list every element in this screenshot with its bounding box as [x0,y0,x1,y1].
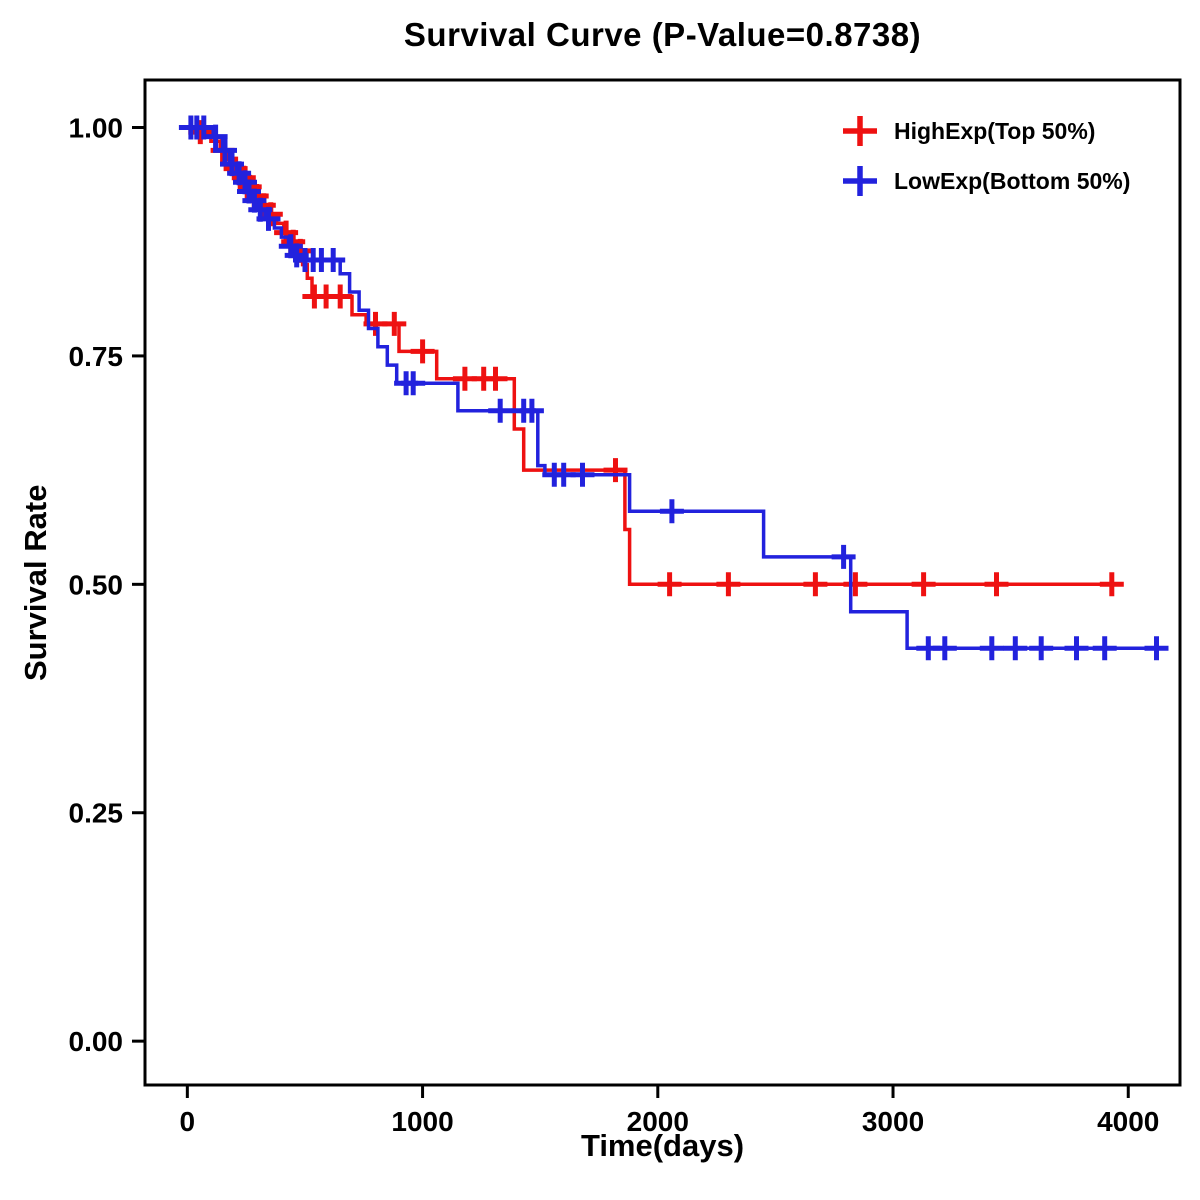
censor-mark-highexp [657,572,682,597]
censor-mark-lowexp [979,636,1004,661]
censor-mark-highexp [984,572,1009,597]
censor-mark-highexp [716,572,741,597]
censor-mark-highexp [843,572,868,597]
x-axis-label: Time(days) [580,1128,745,1163]
censor-mark-highexp [803,572,828,597]
censor-mark-lowexp [1144,636,1169,661]
censor-mark-lowexp [659,499,684,524]
legend-label-highexp: HighExp(Top 50%) [894,117,1096,144]
censor-mark-lowexp [831,544,856,569]
lowexp-cross-icon [843,166,877,196]
legend-label-lowexp: LowExp(Bottom 50%) [894,167,1131,194]
censor-mark-lowexp [1064,636,1089,661]
x-tick-label: 0 [180,1106,196,1137]
censor-mark-lowexp [932,636,957,661]
censor-mark-highexp [410,339,435,364]
x-tick-label: 1000 [391,1106,453,1137]
y-tick-label: 0.25 [69,798,124,829]
highexp-cross-icon [843,116,877,146]
censor-mark-highexp [328,284,353,309]
censor-mark-lowexp [488,398,513,423]
censor-mark-lowexp [519,398,544,423]
y-tick-label: 1.00 [69,113,124,144]
censor-mark-highexp [483,366,508,391]
censor-mark-highexp [603,458,628,483]
censor-mark-highexp [1099,572,1124,597]
censor-mark-lowexp [1003,636,1028,661]
censor-mark-lowexp [401,371,426,396]
censor-mark-lowexp [256,206,281,231]
censor-mark-lowexp [570,462,595,487]
chart-title: Survival Curve (P-Value=0.8738) [403,16,922,53]
x-tick-label: 3000 [862,1106,924,1137]
censor-mark-lowexp [321,248,346,272]
y-tick-label: 0.00 [69,1026,124,1057]
censor-mark-highexp [382,311,407,336]
censor-mark-lowexp [213,138,237,163]
x-tick-label: 2000 [627,1106,689,1137]
censor-mark-lowexp [1092,636,1117,661]
legend-item-lowexp: LowExp(Bottom 50%) [838,164,1130,198]
censor-mark-lowexp [203,124,228,149]
legend-item-highexp: HighExp(Top 50%) [838,114,1130,148]
legend: HighExp(Top 50%) LowExp(Bottom 50%) [838,114,1130,214]
censor-mark-highexp [911,572,936,597]
y-tick-label: 0.50 [69,569,124,600]
x-tick-label: 4000 [1097,1106,1159,1137]
censor-mark-lowexp [1029,636,1054,661]
y-tick-label: 0.75 [69,341,124,372]
plot-border [143,78,1182,1087]
